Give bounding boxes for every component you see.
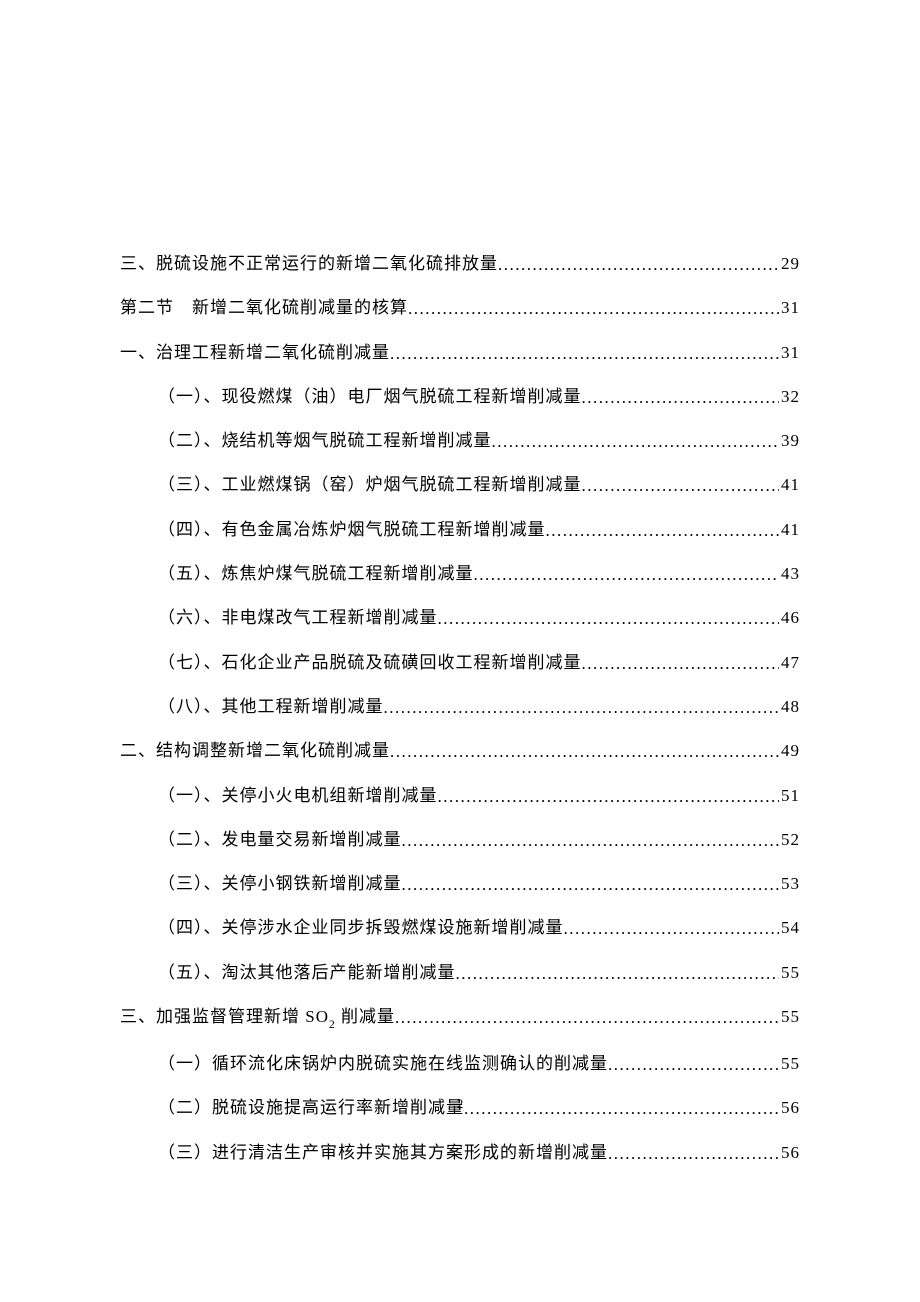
- toc-entry-label: （一）循环流化床锅炉内脱硫实施在线监测确认的削减量: [158, 1052, 608, 1076]
- toc-entry-label: 一、治理工程新增二氧化硫削减量: [120, 341, 390, 365]
- toc-entry-page: 47: [779, 651, 800, 675]
- toc-entry-page: 55: [779, 961, 800, 985]
- toc-leader-dots: [456, 962, 780, 986]
- toc-entry: （三）进行清洁生产审核并实施其方案形成的新增削减量 56: [120, 1141, 800, 1165]
- toc-entry: （三）、关停小钢铁新增削减量 53: [120, 872, 800, 896]
- toc-entry: （五）、炼焦炉煤气脱硫工程新增削减量 43: [120, 562, 800, 586]
- toc-entry: （一）循环流化床锅炉内脱硫实施在线监测确认的削减量 55: [120, 1052, 800, 1076]
- toc-entry-page: 46: [779, 606, 800, 630]
- toc-leader-dots: [390, 740, 779, 764]
- toc-entry-label: 二、结构调整新增二氧化硫削减量: [120, 739, 390, 763]
- toc-entry-label: 三、脱硫设施不正常运行的新增二氧化硫排放量: [120, 252, 498, 276]
- toc-entry-page: 56: [779, 1141, 800, 1165]
- toc-leader-dots: [608, 1053, 779, 1077]
- toc-entry-page: 43: [779, 562, 800, 586]
- toc-entry-label: （三）、关停小钢铁新增削减量: [158, 872, 402, 896]
- toc-entry: （一）、现役燃煤（油）电厂烟气脱硫工程新增削减量 32: [120, 385, 800, 409]
- toc-leader-dots: [408, 297, 779, 321]
- toc-entry-page: 53: [779, 872, 800, 896]
- toc-entry-page: 55: [779, 1052, 800, 1076]
- toc-entry: （七）、石化企业产品脱硫及硫磺回收工程新增削减量 47: [120, 651, 800, 675]
- toc-leader-dots: [608, 1142, 779, 1166]
- toc-entry-page: 48: [779, 695, 800, 719]
- toc-leader-dots: [474, 563, 780, 587]
- toc-leader-dots: [384, 696, 780, 720]
- toc-entry-page: 49: [779, 739, 800, 763]
- toc-leader-dots: [582, 474, 780, 498]
- toc-entry-label: （三）进行清洁生产审核并实施其方案形成的新增削减量: [158, 1141, 608, 1165]
- toc-leader-dots: [498, 253, 779, 277]
- toc-leader-dots: [492, 430, 780, 454]
- toc-leader-dots: [402, 829, 780, 853]
- toc-leader-dots: [582, 652, 780, 676]
- toc-entry-label: （五）、炼焦炉煤气脱硫工程新增削减量: [158, 562, 474, 586]
- toc-leader-dots: [582, 386, 780, 410]
- toc-entry-page: 52: [779, 828, 800, 852]
- toc-entry-page: 39: [779, 429, 800, 453]
- toc-entry-label: （四）、有色金属冶炼炉烟气脱硫工程新增削减量: [158, 518, 546, 542]
- toc-entry: （二）、烧结机等烟气脱硫工程新增削减量 39: [120, 429, 800, 453]
- toc-entry: 一、治理工程新增二氧化硫削减量 31: [120, 341, 800, 365]
- toc-entry-label: （七）、石化企业产品脱硫及硫磺回收工程新增削减量: [158, 651, 582, 675]
- toc-leader-dots: [390, 342, 779, 366]
- toc-leader-dots: [438, 785, 780, 809]
- toc-entry: （六）、非电煤改气工程新增削减量 46: [120, 606, 800, 630]
- toc-entry: （八）、其他工程新增削减量 48: [120, 695, 800, 719]
- toc-entry: （一）、关停小火电机组新增削减量 51: [120, 784, 800, 808]
- toc-entry: （四）、关停涉水企业同步拆毁燃煤设施新增削减量 54: [120, 916, 800, 940]
- toc-entry-page: 32: [779, 385, 800, 409]
- toc-entry: （三）、工业燃煤锅（窑）炉烟气脱硫工程新增削减量 41: [120, 473, 800, 497]
- toc-entry-label: （三）、工业燃煤锅（窑）炉烟气脱硫工程新增削减量: [158, 473, 582, 497]
- page-content: 三、脱硫设施不正常运行的新增二氧化硫排放量 29 第二节 新增二氧化硫削减量的核算 3…: [0, 0, 920, 1164]
- toc-leader-dots: [438, 607, 780, 631]
- toc-entry-page: 31: [779, 296, 800, 320]
- toc-entry-page: 51: [779, 784, 800, 808]
- toc-entry-page: 29: [779, 252, 800, 276]
- toc-entry: 三、脱硫设施不正常运行的新增二氧化硫排放量 29: [120, 252, 800, 276]
- toc-leader-dots: [546, 519, 780, 543]
- toc-leader-dots: [402, 873, 780, 897]
- page-number: 2: [0, 1096, 920, 1112]
- toc-entry-label: （一）、关停小火电机组新增削减量: [158, 784, 438, 808]
- toc-leader-dots: [564, 917, 780, 941]
- toc-entry-label: （六）、非电煤改气工程新增削减量: [158, 606, 438, 630]
- toc-entry-label: （二）、发电量交易新增削减量: [158, 828, 402, 852]
- toc-entry-page: 31: [779, 341, 800, 365]
- toc-entry: （四）、有色金属冶炼炉烟气脱硫工程新增削减量 41: [120, 518, 800, 542]
- toc-entry-page: 54: [779, 916, 800, 940]
- toc-entry-label: （四）、关停涉水企业同步拆毁燃煤设施新增削减量: [158, 916, 564, 940]
- toc-entry-page: 41: [779, 473, 800, 497]
- toc-entry: 三、加强监督管理新增 SO2 削减量 55: [120, 1005, 800, 1031]
- table-of-contents: 三、脱硫设施不正常运行的新增二氧化硫排放量 29 第二节 新增二氧化硫削减量的核算 3…: [120, 252, 800, 1164]
- subscript: 2: [329, 1019, 336, 1031]
- toc-entry-label: （一）、现役燃煤（油）电厂烟气脱硫工程新增削减量: [158, 385, 582, 409]
- toc-entry-label: 第二节 新增二氧化硫削减量的核算: [120, 296, 408, 320]
- toc-leader-dots: [395, 1006, 779, 1030]
- toc-entry: （五）、淘汰其他落后产能新增削减量 55: [120, 961, 800, 985]
- toc-entry: 二、结构调整新增二氧化硫削减量 49: [120, 739, 800, 763]
- toc-entry: 第二节 新增二氧化硫削减量的核算 31: [120, 296, 800, 320]
- toc-entry: （二）、发电量交易新增削减量 52: [120, 828, 800, 852]
- toc-entry-page: 41: [779, 518, 800, 542]
- toc-entry-label: （八）、其他工程新增削减量: [158, 695, 384, 719]
- toc-entry-label: 三、加强监督管理新增 SO2 削减量: [120, 1005, 395, 1031]
- toc-entry-label: （五）、淘汰其他落后产能新增削减量: [158, 961, 456, 985]
- toc-entry-page: 55: [779, 1005, 800, 1029]
- toc-entry-label: （二）、烧结机等烟气脱硫工程新增削减量: [158, 429, 492, 453]
